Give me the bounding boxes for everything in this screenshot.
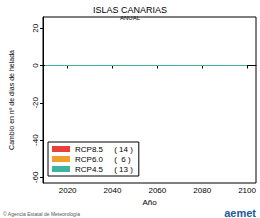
svg-text:2100: 2100 — [238, 186, 256, 195]
svg-text:© Agencia Estatal de Meteorolo: © Agencia Estatal de Meteorología — [3, 211, 80, 217]
svg-text:Año: Año — [142, 198, 157, 207]
svg-text:RCP6.0 ( 6 ): RCP6.0 ( 6 ) — [75, 155, 131, 164]
svg-text:aemet: aemet — [224, 207, 256, 218]
svg-text:Cambio en nº de días de helada: Cambio en nº de días de helada — [8, 50, 15, 150]
svg-text:0: 0 — [31, 63, 40, 68]
svg-text:RCP8.5 ( 14 ): RCP8.5 ( 14 ) — [75, 145, 133, 154]
svg-text:ISLAS CANARIAS: ISLAS CANARIAS — [93, 5, 167, 15]
svg-text:-20: -20 — [31, 96, 40, 108]
svg-text:-60: -60 — [31, 171, 40, 183]
svg-text:2020: 2020 — [59, 186, 77, 195]
svg-text:2080: 2080 — [193, 186, 211, 195]
svg-text:RCP4.5 ( 13 ): RCP4.5 ( 13 ) — [75, 165, 133, 174]
svg-text:20: 20 — [31, 23, 40, 32]
svg-text:-40: -40 — [31, 134, 40, 146]
svg-text:ANUAL: ANUAL — [120, 15, 141, 21]
svg-text:2040: 2040 — [104, 186, 122, 195]
svg-text:2060: 2060 — [148, 186, 166, 195]
